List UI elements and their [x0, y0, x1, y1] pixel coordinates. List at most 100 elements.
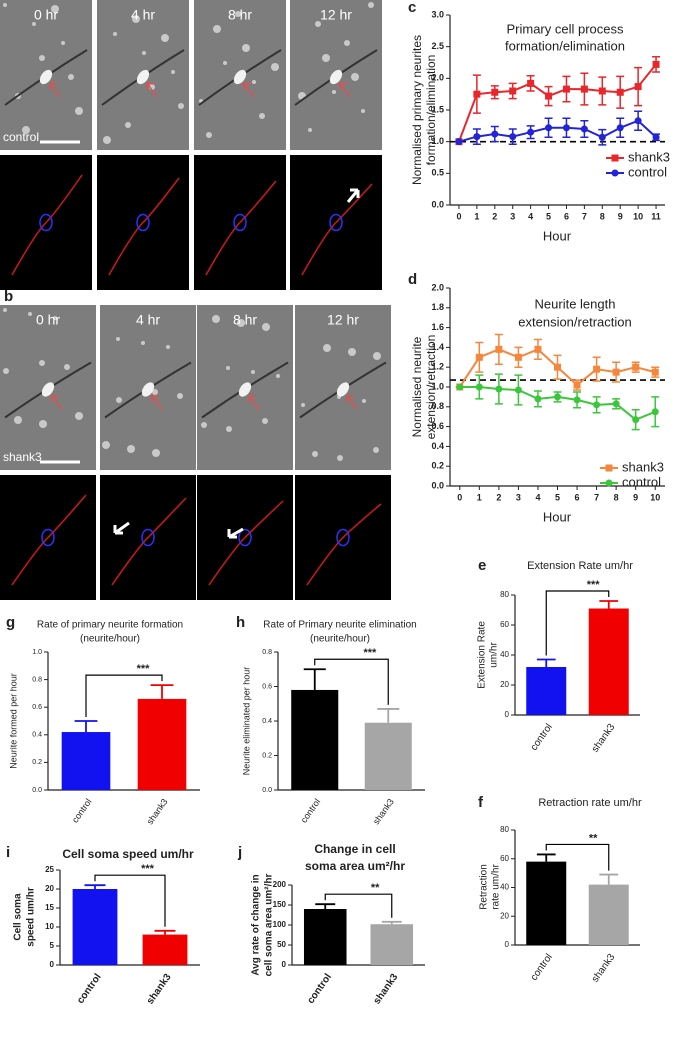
cell-debris — [28, 312, 32, 316]
data-point — [527, 128, 535, 136]
significance-bracket — [85, 674, 163, 717]
panel-letter: g — [6, 614, 15, 631]
significance-label: *** — [587, 579, 601, 591]
cell-debris — [206, 132, 212, 138]
cell-debris — [226, 366, 230, 370]
significance-bracket — [94, 874, 166, 927]
bar — [364, 722, 412, 790]
soma-phase — [233, 69, 247, 85]
neurite-trace — [11, 174, 83, 276]
y-axis-label: Normalised primary neurites — [410, 35, 424, 185]
cell-debris — [116, 397, 122, 403]
y-tick-label: 15 — [45, 903, 54, 912]
soma-trace — [336, 528, 350, 547]
x-tick-label: control — [529, 722, 555, 753]
y-tick-label: 0.6 — [431, 421, 444, 431]
significance-label: *** — [363, 647, 377, 659]
x-tick-label: control — [75, 972, 104, 1006]
soma-phase — [136, 69, 150, 85]
error-bar — [84, 884, 106, 889]
x-axis-label: Hour — [543, 509, 572, 524]
x-tick-label: 3 — [510, 211, 515, 221]
y-tick-label: 0.4 — [262, 718, 272, 725]
legend-label: control — [628, 164, 667, 179]
y-tick-label: 3.0 — [431, 9, 444, 19]
y-axis-label: cell soma area um²/hr — [264, 873, 275, 976]
data-point — [534, 345, 542, 353]
error-bar — [74, 720, 98, 733]
significance-label: *** — [141, 863, 155, 875]
cell-debris — [75, 107, 83, 115]
chart-title: (neurite/hour) — [80, 634, 140, 645]
x-tick-label: 6 — [564, 211, 569, 221]
cell-debris — [237, 319, 245, 327]
y-tick-label: 1.2 — [431, 362, 444, 372]
error-bar — [377, 708, 400, 723]
bar — [72, 889, 118, 965]
y-tick-label: 0.0 — [262, 787, 272, 794]
red-arrow — [346, 394, 358, 410]
bar — [526, 667, 567, 715]
y-tick-label: 1.6 — [431, 322, 444, 332]
data-point — [562, 85, 570, 93]
x-tick-label: 0 — [456, 211, 461, 221]
cell-debris — [201, 422, 207, 428]
soma-phase — [41, 382, 55, 397]
data-point — [632, 416, 640, 424]
bar — [303, 909, 347, 965]
cell-debris — [75, 412, 83, 420]
legend-label: shank3 — [628, 149, 670, 164]
x-tick-label: 7 — [594, 492, 599, 502]
cell-debris — [3, 368, 9, 374]
red-arrow — [146, 82, 158, 98]
neurite-trace — [205, 180, 277, 276]
significance-label: *** — [137, 663, 151, 675]
white-arrow — [113, 521, 130, 535]
error-bar — [599, 873, 619, 885]
cell-debris — [361, 109, 365, 113]
time-label: 8 hr — [233, 312, 257, 328]
x-tick-label: 4 — [535, 492, 540, 502]
cell-debris — [226, 426, 232, 432]
y-tick-label: 1.0 — [431, 381, 444, 391]
cell-debris — [322, 54, 330, 62]
x-tick-label: 8 — [600, 211, 605, 221]
x-tick-label: control — [70, 797, 94, 825]
soma-trace — [141, 528, 155, 547]
cell-debris — [64, 364, 70, 370]
x-tick-label: shank3 — [145, 797, 170, 827]
y-axis-label: formation/elimination — [424, 55, 438, 166]
data-point — [545, 92, 553, 100]
y-tick-label: 50 — [277, 940, 286, 949]
x-tick-label: 10 — [650, 492, 660, 502]
data-point — [534, 395, 542, 403]
y-tick-label: 0.8 — [262, 649, 272, 656]
soma-phase — [39, 69, 53, 85]
cell-debris — [39, 55, 45, 61]
red-arrow — [243, 82, 255, 98]
legend-marker — [605, 464, 613, 472]
data-point — [495, 385, 503, 393]
y-tick-label: 0.6 — [262, 683, 272, 690]
white-arrow — [346, 188, 360, 203]
cell-debris — [301, 403, 305, 407]
cell-debris — [39, 420, 47, 428]
y-tick-label: 5 — [50, 941, 55, 950]
data-point — [612, 400, 620, 408]
y-tick-label: 0 — [50, 960, 55, 969]
cell-debris — [166, 345, 170, 349]
y-tick-label: 10 — [45, 922, 54, 931]
y-axis-label: rate um/hr — [491, 864, 502, 910]
neurite-trace — [11, 494, 87, 586]
cell-debris — [3, 3, 7, 7]
cell-debris — [337, 455, 343, 461]
white-arrow — [227, 527, 244, 539]
data-point — [598, 133, 606, 141]
data-point — [616, 124, 624, 132]
cell-debris — [276, 374, 280, 378]
cell-debris — [39, 360, 45, 366]
data-point — [562, 124, 570, 132]
soma-trace — [329, 213, 343, 232]
data-point — [527, 79, 535, 87]
